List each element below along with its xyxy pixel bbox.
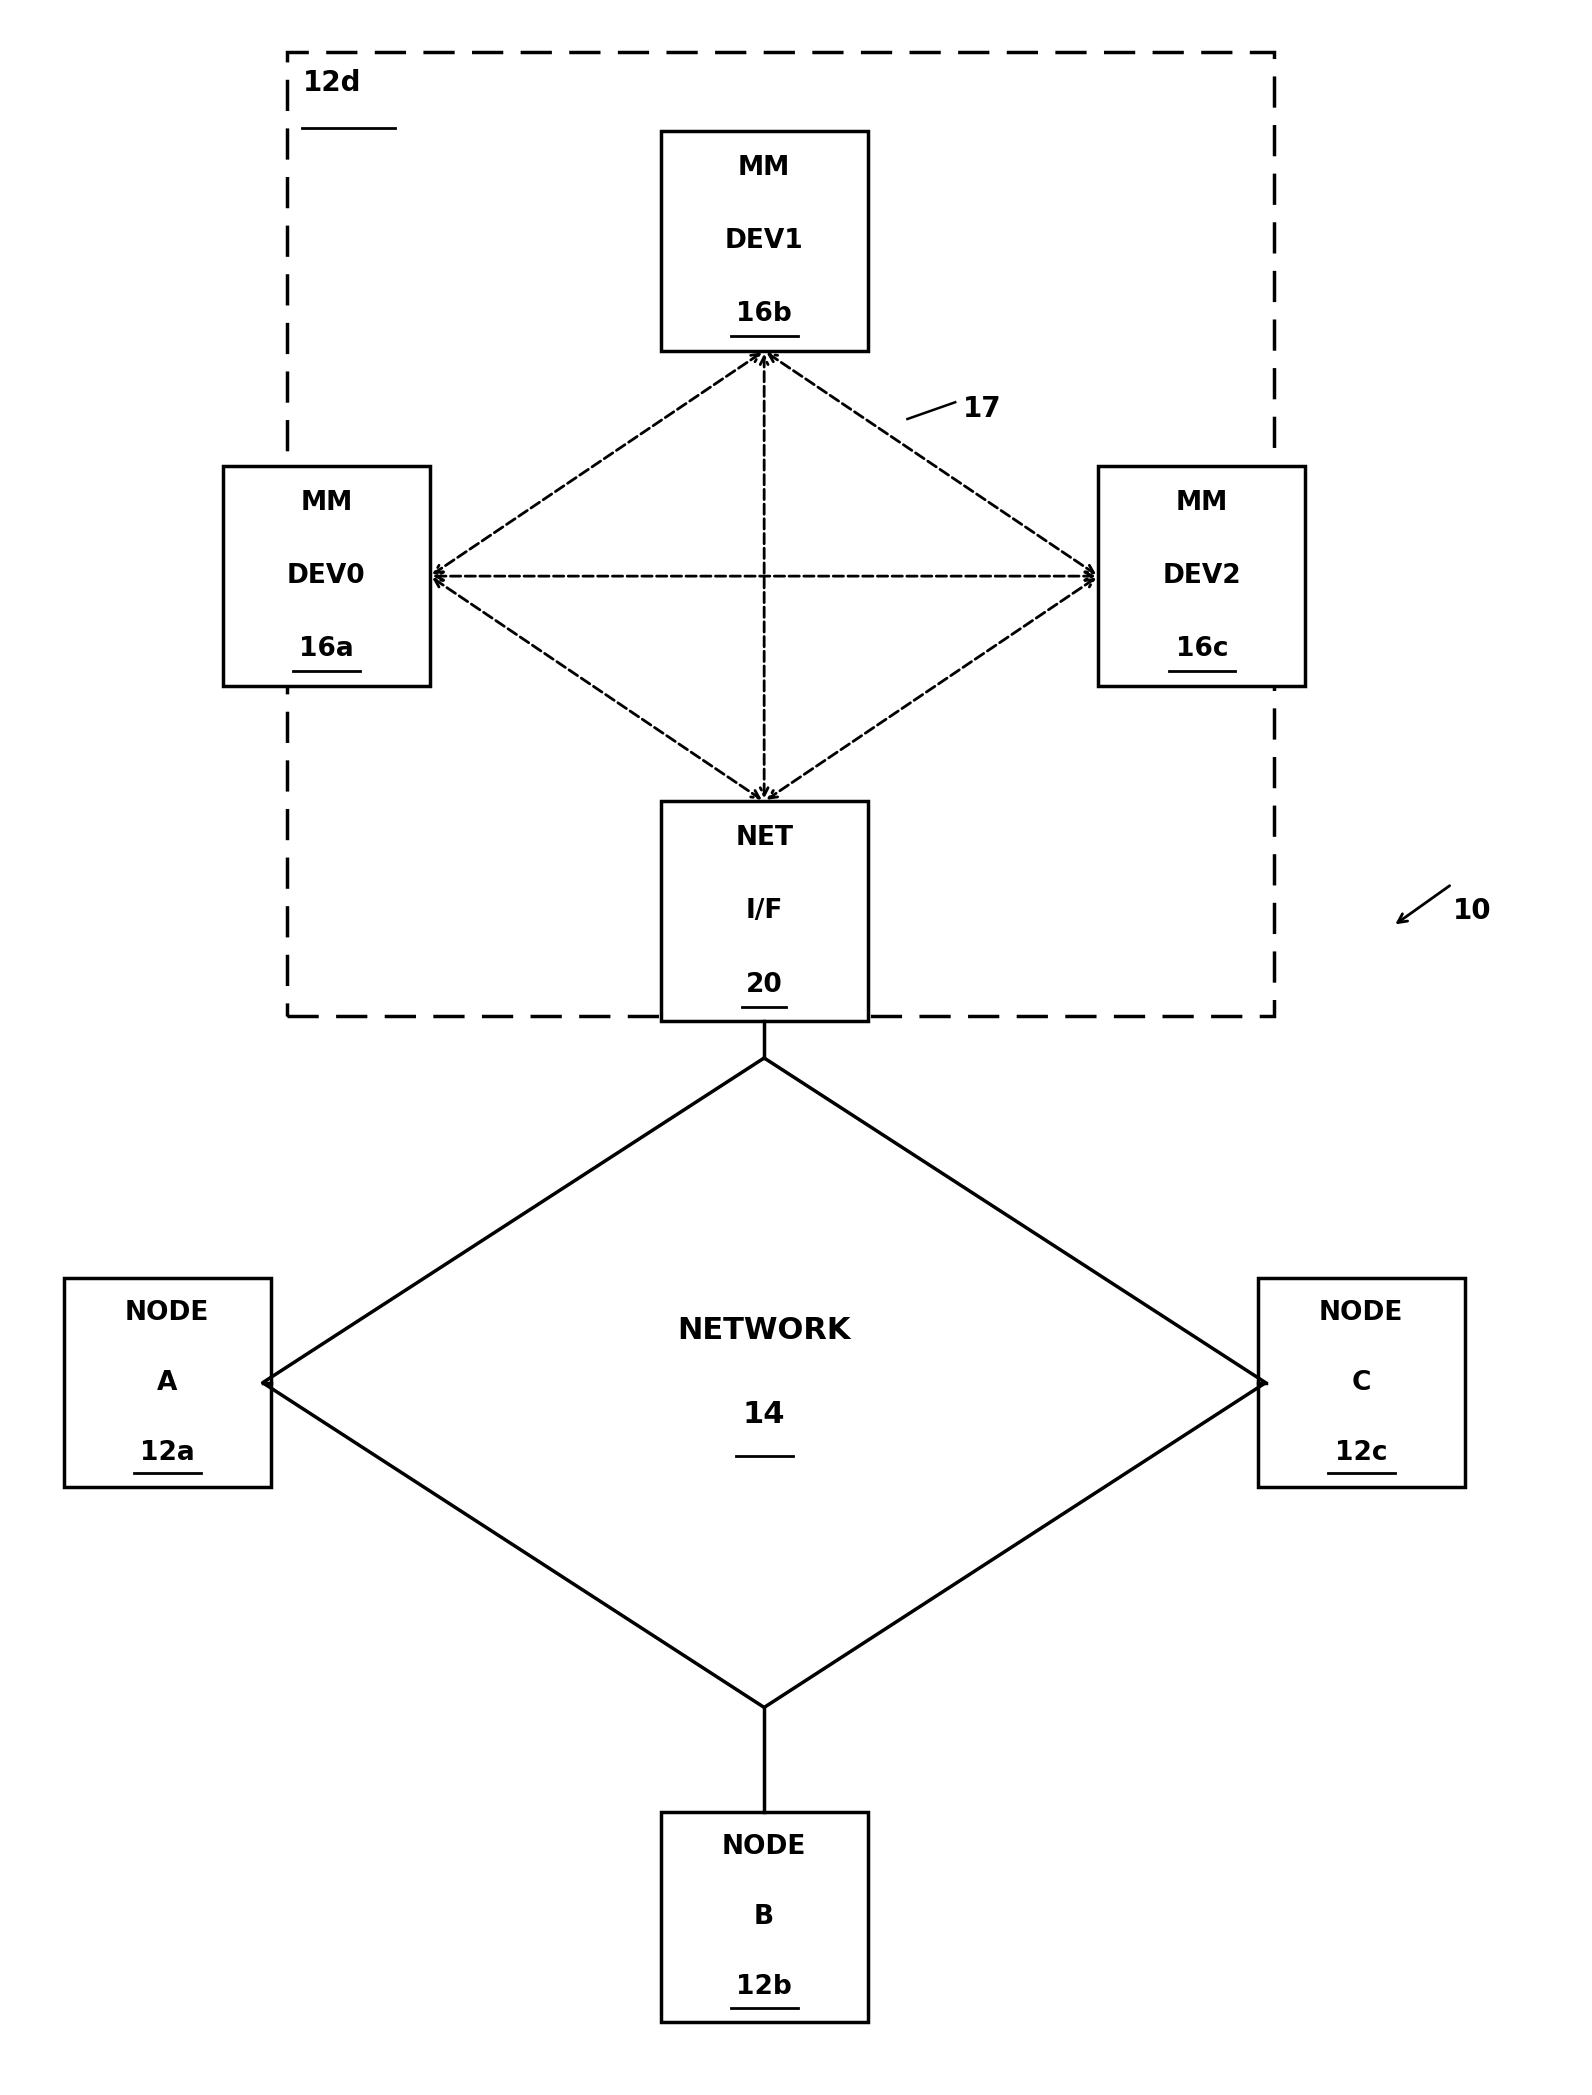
Text: I/F: I/F: [745, 899, 783, 924]
Bar: [287, 52, 1274, 1016]
Text: MM: MM: [739, 155, 790, 180]
Text: DEV0: DEV0: [287, 564, 366, 589]
Text: 12c: 12c: [1336, 1439, 1387, 1466]
Text: C: C: [1352, 1370, 1371, 1395]
Text: NETWORK: NETWORK: [678, 1316, 850, 1345]
Text: 14: 14: [743, 1399, 785, 1429]
Bar: [1258, 1278, 1465, 1487]
Text: DEV1: DEV1: [724, 228, 804, 253]
Text: NODE: NODE: [1320, 1299, 1403, 1326]
Text: A: A: [158, 1370, 177, 1395]
Text: 12d: 12d: [302, 69, 361, 96]
Text: MM: MM: [1176, 490, 1227, 515]
Text: NODE: NODE: [723, 1833, 806, 1860]
Text: NODE: NODE: [126, 1299, 209, 1326]
Text: 16b: 16b: [736, 302, 793, 327]
Bar: [661, 130, 868, 350]
Text: 16c: 16c: [1176, 637, 1227, 662]
Bar: [64, 1278, 271, 1487]
Bar: [223, 467, 430, 687]
Text: 20: 20: [745, 972, 783, 997]
Text: B: B: [755, 1904, 774, 1929]
Bar: [1098, 467, 1305, 687]
Text: 17: 17: [963, 394, 1001, 423]
Bar: [661, 1812, 868, 2022]
Text: 12b: 12b: [736, 1973, 793, 2001]
Bar: [661, 802, 868, 1020]
Text: DEV2: DEV2: [1162, 564, 1242, 589]
Text: 16a: 16a: [299, 637, 353, 662]
Text: 10: 10: [1453, 897, 1492, 926]
Text: 12a: 12a: [140, 1439, 194, 1466]
Text: NET: NET: [736, 825, 793, 851]
Text: MM: MM: [301, 490, 352, 515]
